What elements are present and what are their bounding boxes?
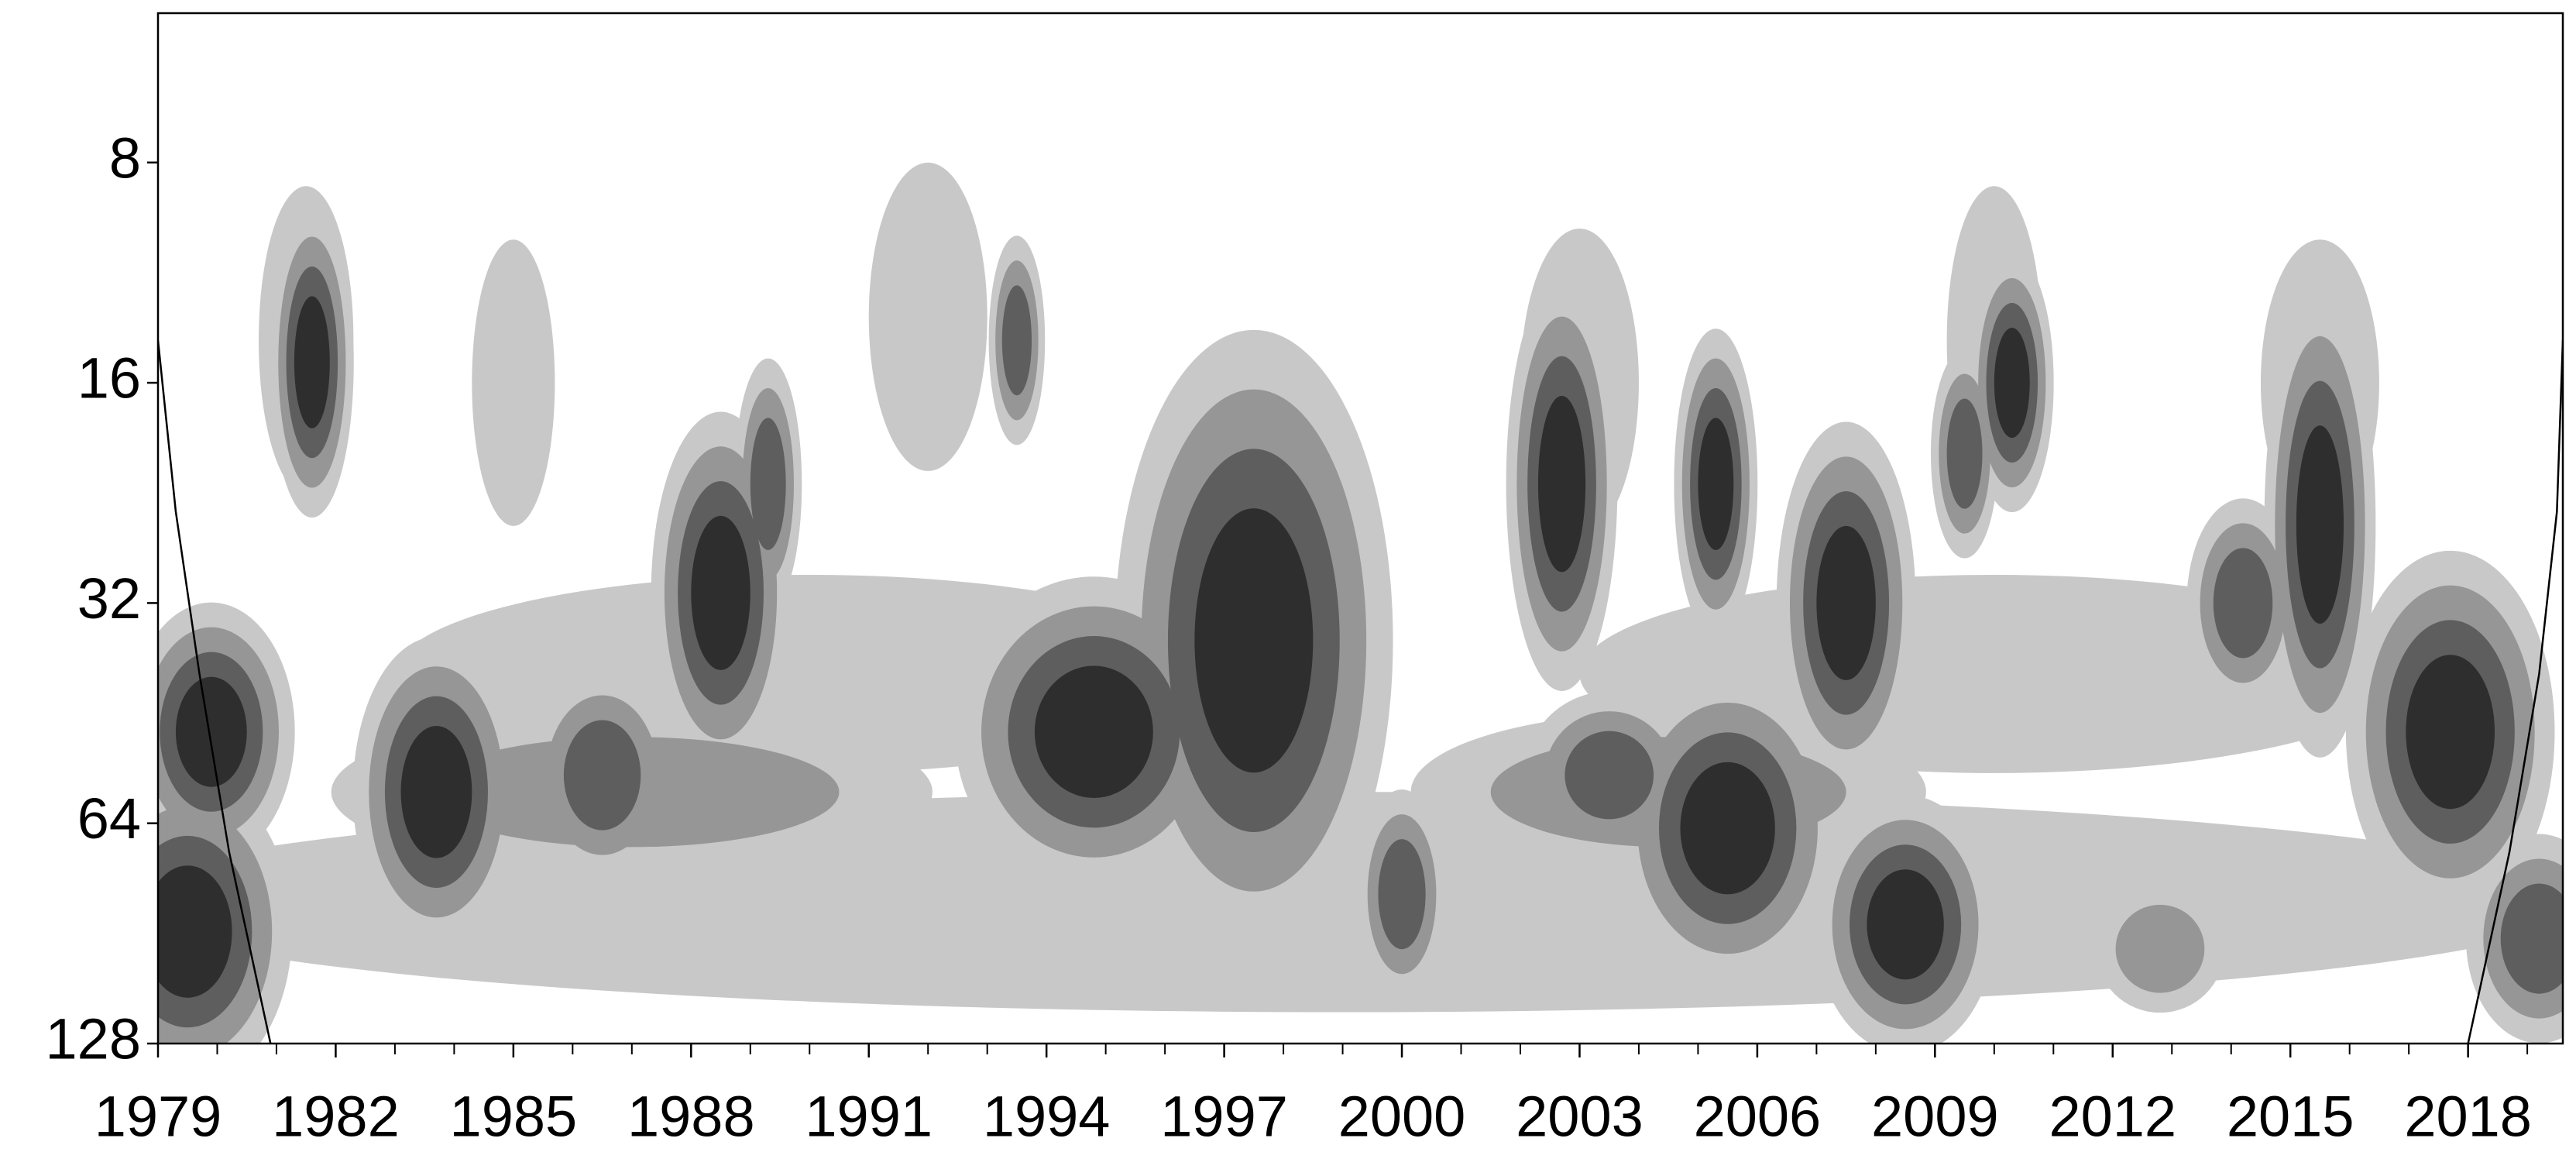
x-tick-label: 1988 (627, 1085, 755, 1149)
x-tick-label: 1979 (94, 1085, 222, 1149)
y-tick-label: 64 (77, 786, 141, 851)
contour-region (400, 726, 472, 858)
contour-region (175, 676, 247, 787)
axes: 8 16 32 64 128 1979 1982 1985 1988 1991 1994 1997 20… (46, 12, 2564, 1149)
contour-field (158, 162, 2563, 1044)
contour-region (868, 162, 987, 471)
contour-region (2213, 548, 2273, 659)
contour-region (1946, 398, 1983, 509)
contour-region (2115, 904, 2205, 993)
y-tick-label: 128 (46, 1007, 141, 1071)
plot-frame (156, 12, 2564, 1045)
x-tick-label: 1991 (805, 1085, 933, 1149)
x-tick-label: 2003 (1516, 1085, 1643, 1149)
contour-region (294, 296, 330, 428)
contour-region (563, 720, 641, 830)
x-tick-label: 1994 (983, 1085, 1111, 1149)
contour-region (472, 239, 555, 526)
contour-region (1816, 525, 1876, 680)
contour-region (1001, 285, 1032, 396)
contour-region (1034, 665, 1153, 798)
x-tick-label: 1982 (272, 1085, 400, 1149)
x-tick-label: 1997 (1160, 1085, 1288, 1149)
x-tick-label: 2000 (1338, 1085, 1466, 1149)
y-tick-label: 16 (77, 346, 141, 411)
contour-region (2406, 655, 2495, 810)
y-tick-label: 8 (109, 126, 141, 190)
cone-of-influence (158, 340, 272, 1044)
cone-of-influence (2467, 340, 2563, 1044)
x-tick-label: 2012 (2049, 1085, 2176, 1149)
contour-region (158, 865, 232, 998)
x-tick-label: 1985 (450, 1085, 578, 1149)
contour-region (2296, 425, 2344, 624)
contour-region (1194, 508, 1314, 773)
contour-region (1867, 869, 1944, 980)
contour-region (1994, 328, 2030, 438)
contour-region (1378, 839, 1426, 950)
x-tick-label: 2018 (2404, 1085, 2532, 1149)
x-tick-label: 2006 (1694, 1085, 1822, 1149)
contour-region (1698, 418, 1734, 550)
x-tick-label: 2009 (1871, 1085, 1999, 1149)
contour-region (2500, 883, 2563, 994)
y-tick-label: 32 (77, 566, 141, 631)
contour-region (1680, 762, 1775, 895)
contour-region (1564, 731, 1654, 820)
contour-region (691, 515, 750, 670)
contour-region (1537, 395, 1586, 573)
x-tick-label: 2015 (2227, 1085, 2354, 1149)
contour-region (750, 418, 786, 550)
